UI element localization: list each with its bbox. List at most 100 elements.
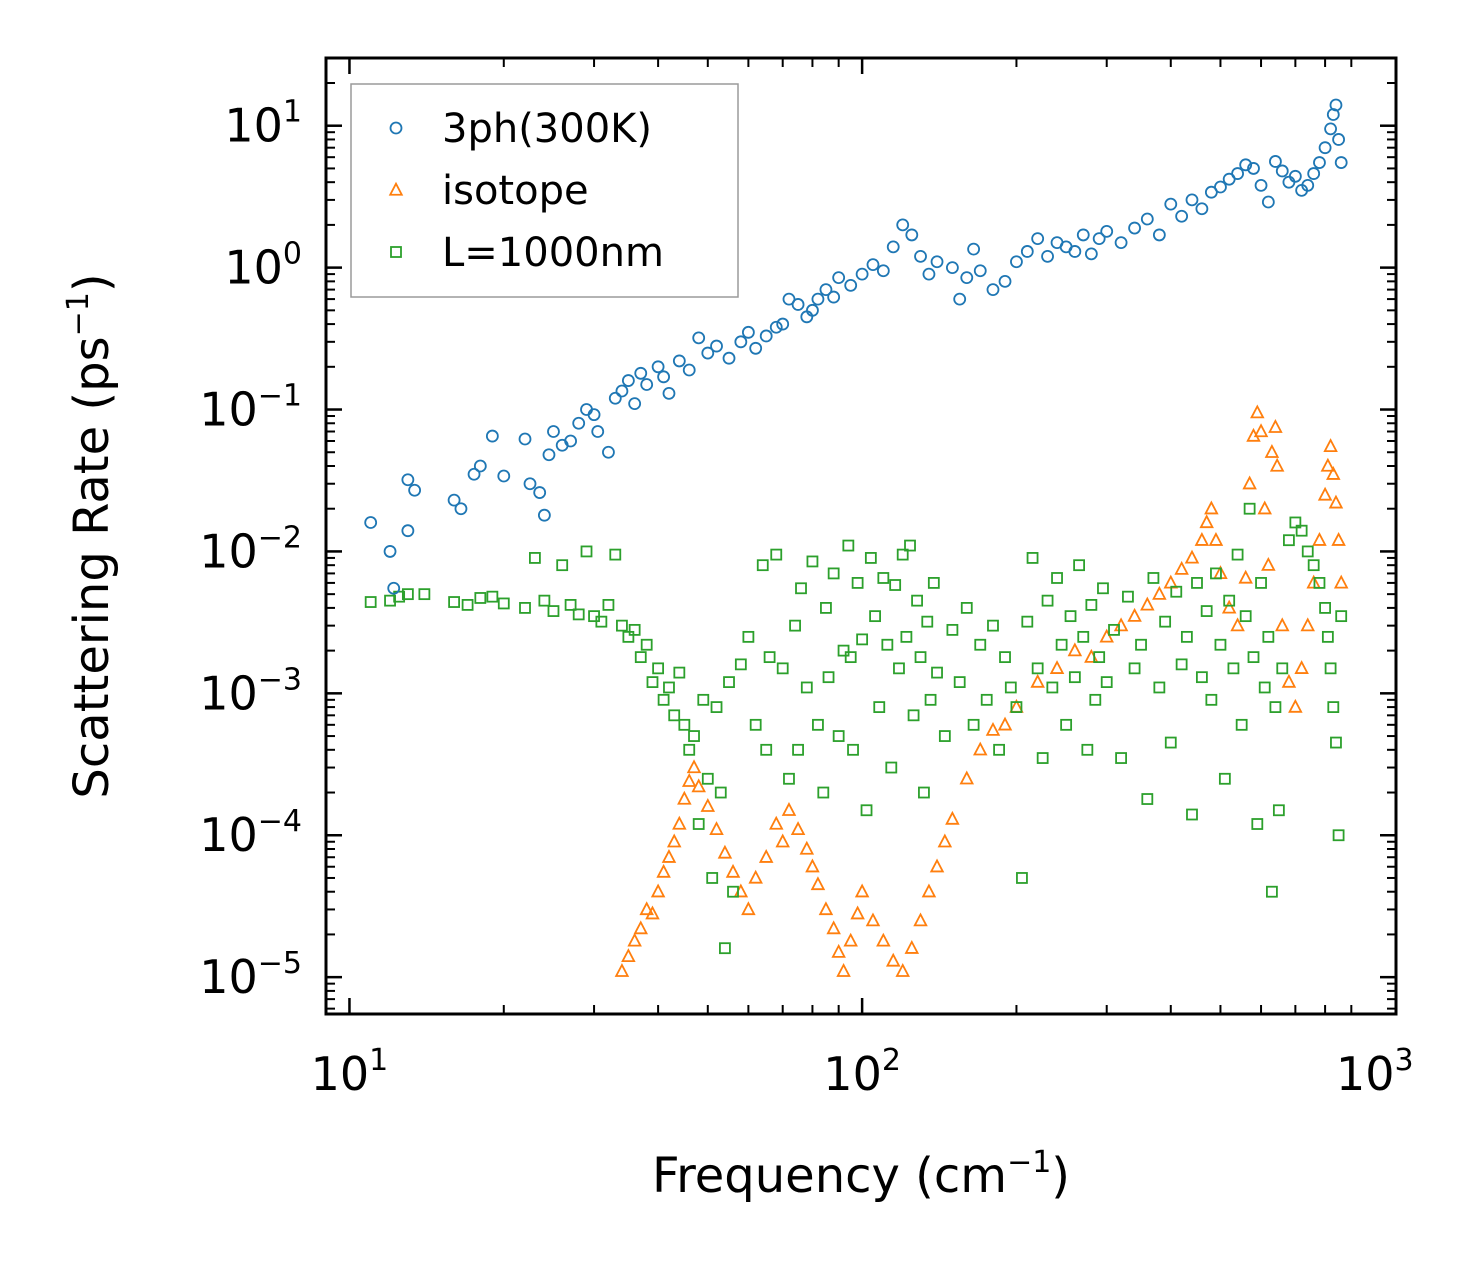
data-point [1321,630,1334,643]
data-point [865,912,881,927]
data-point [657,370,671,384]
legend-marker [390,246,402,258]
data-point [921,883,937,898]
data-point [999,651,1011,664]
data-point [564,434,578,448]
data-point [616,619,628,632]
data-point [1319,602,1331,614]
data-point [945,261,959,275]
data-point [844,278,858,292]
data-point [656,863,671,878]
data-point [467,467,481,481]
data-point [447,493,461,507]
data-point [905,228,919,242]
data-point [1026,552,1039,564]
data-point [652,662,665,675]
data-point [1223,594,1236,607]
data-point [1194,531,1210,546]
x-tick-label: 102 [823,1043,901,1101]
data-point [1328,494,1344,509]
data-point [1283,534,1295,547]
data-point [401,588,414,601]
data-point [850,905,865,920]
data-point [1301,178,1315,192]
data-point [1152,228,1166,242]
data-point [895,963,910,977]
data-point [837,644,850,657]
data-point [691,778,706,793]
data-point [911,594,923,607]
legend: 3ph(300K) isotope L=1000nm [350,83,739,298]
data-point [1041,249,1054,263]
data-point [860,804,873,817]
data-point [1195,671,1208,684]
data-point [1174,560,1189,575]
data-point [1282,175,1296,189]
data-point [408,483,422,497]
data-point [668,709,681,722]
data-point [614,963,630,977]
data-point [401,524,415,538]
data-point [1335,610,1348,623]
data-point [822,671,835,684]
data-point [1200,605,1213,617]
data-point [1205,693,1218,706]
data-point [1264,444,1280,458]
data-point [673,666,686,679]
data-point [904,539,916,552]
data-point [855,267,869,281]
data-point [1307,559,1320,572]
data-point [844,651,857,664]
data-point [387,581,401,595]
data-point [1301,545,1314,558]
data-point [812,718,824,731]
data-point [710,339,723,353]
data-point [523,477,537,491]
data-point [1055,638,1068,651]
y-tick-label: 101 [224,95,302,153]
data-point [1281,673,1297,688]
data-point [1300,617,1316,632]
data-point [760,743,773,756]
data-point [842,539,855,552]
data-point [1073,559,1086,572]
data-point [1031,232,1045,246]
data-point [682,363,696,377]
data-point [602,445,615,459]
data-point [709,821,724,835]
data-point [799,840,815,855]
data-point [580,545,593,558]
data-point [640,638,653,651]
data-point [1247,162,1260,175]
data-point [756,559,769,572]
data-point [1313,577,1326,589]
data-point [1089,693,1102,706]
data-point [364,516,378,529]
data-point [876,932,891,947]
data-point [770,548,783,561]
data-point [776,662,789,675]
data-point [518,432,532,446]
data-point [792,743,804,756]
data-point [1191,577,1203,589]
data-point [1199,514,1214,529]
data-point [672,354,686,368]
y-tick-label: 10−1 [199,379,302,437]
data-point [843,932,858,947]
data-point [1324,122,1337,136]
data-point [474,592,487,604]
data-point [1275,164,1289,178]
data-point [818,901,834,916]
data-point [1100,676,1113,689]
data-point [918,786,930,799]
data-point [1272,804,1285,817]
data-point [776,317,790,331]
data-point [384,594,396,607]
series-3ph(300K) [364,98,1348,595]
data-point [1243,502,1256,515]
series-L=1000nm [364,502,1348,955]
data-point [677,790,692,805]
data-point [383,545,397,558]
data-point [1210,567,1222,580]
data-point [633,920,649,935]
